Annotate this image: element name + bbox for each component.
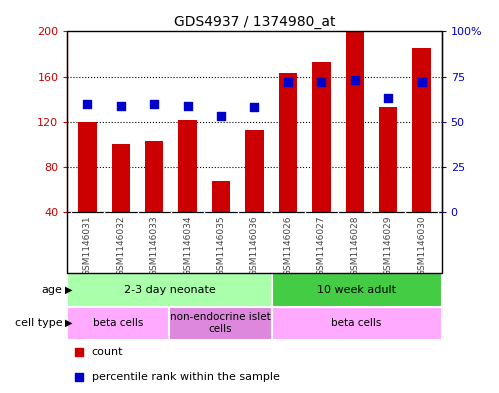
Bar xyxy=(271,273,442,307)
Point xyxy=(317,79,325,85)
Point xyxy=(217,113,225,119)
Point xyxy=(250,104,258,110)
Bar xyxy=(271,307,442,340)
Bar xyxy=(67,307,170,340)
Text: GSM1146033: GSM1146033 xyxy=(150,215,159,276)
Text: percentile rank within the sample: percentile rank within the sample xyxy=(92,372,279,382)
Bar xyxy=(67,273,271,307)
Text: age: age xyxy=(41,285,62,295)
Text: GSM1146036: GSM1146036 xyxy=(250,215,259,276)
Text: GSM1146028: GSM1146028 xyxy=(350,215,359,276)
Text: ▶: ▶ xyxy=(65,285,72,295)
Text: beta cells: beta cells xyxy=(331,318,382,328)
Bar xyxy=(170,307,271,340)
Text: GSM1146030: GSM1146030 xyxy=(417,215,426,276)
Text: GSM1146035: GSM1146035 xyxy=(217,215,226,276)
Bar xyxy=(412,48,431,212)
Text: count: count xyxy=(92,347,123,357)
Bar xyxy=(246,130,263,212)
Text: 2-3 day neonate: 2-3 day neonate xyxy=(124,285,215,295)
Bar xyxy=(379,107,397,212)
Text: non-endocrine islet
cells: non-endocrine islet cells xyxy=(170,312,271,334)
Point xyxy=(284,79,292,85)
Text: GSM1146032: GSM1146032 xyxy=(116,215,125,276)
Text: 10 week adult: 10 week adult xyxy=(317,285,396,295)
Text: GSM1146027: GSM1146027 xyxy=(317,215,326,276)
Bar xyxy=(279,73,297,212)
Text: ▶: ▶ xyxy=(65,318,72,328)
Text: cell type: cell type xyxy=(15,318,62,328)
Bar xyxy=(179,119,197,212)
Point xyxy=(150,101,158,107)
Bar xyxy=(78,122,97,212)
Point xyxy=(83,101,91,107)
Text: GSM1146029: GSM1146029 xyxy=(384,215,393,276)
Point xyxy=(117,103,125,109)
Point xyxy=(384,95,392,101)
Bar xyxy=(212,180,230,212)
Bar xyxy=(312,62,330,212)
Point xyxy=(418,79,426,85)
Point xyxy=(184,103,192,109)
Point xyxy=(353,28,361,34)
Point xyxy=(351,77,359,83)
Bar xyxy=(345,31,364,212)
Text: beta cells: beta cells xyxy=(93,318,144,328)
Bar xyxy=(112,144,130,212)
Text: GSM1146034: GSM1146034 xyxy=(183,215,192,276)
Bar xyxy=(145,141,164,212)
Text: GSM1146026: GSM1146026 xyxy=(283,215,292,276)
Point xyxy=(353,251,361,257)
Text: GSM1146031: GSM1146031 xyxy=(83,215,92,276)
Title: GDS4937 / 1374980_at: GDS4937 / 1374980_at xyxy=(174,15,335,29)
